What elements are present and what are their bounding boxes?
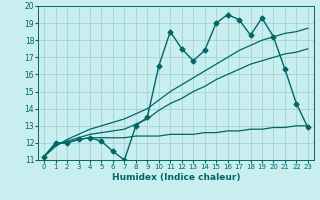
X-axis label: Humidex (Indice chaleur): Humidex (Indice chaleur) bbox=[112, 173, 240, 182]
